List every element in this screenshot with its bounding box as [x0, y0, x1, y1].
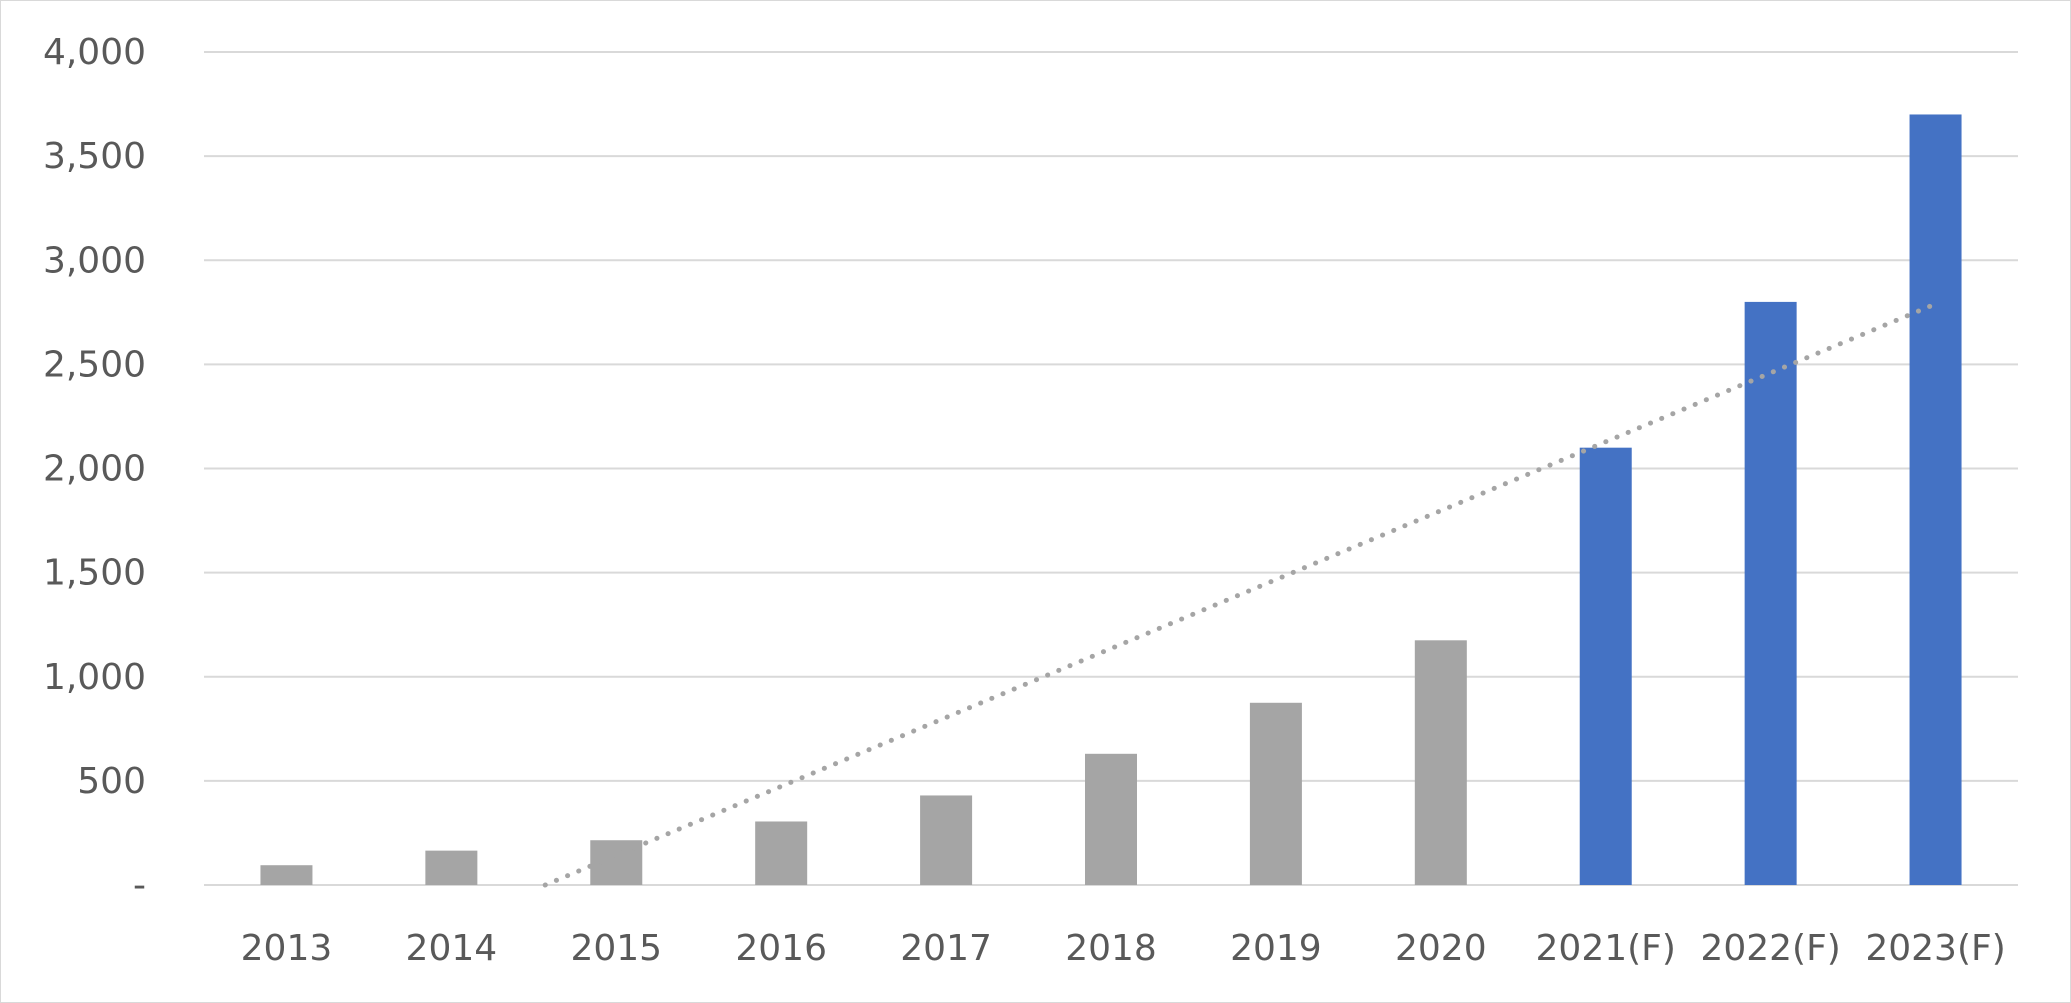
bar-2019	[1249, 702, 1302, 885]
y-tick-label: 3,000	[43, 240, 146, 281]
y-tick-label: 2,000	[43, 449, 146, 490]
y-tick-label: 1,500	[43, 553, 146, 594]
bar-2013	[260, 865, 313, 885]
y-tick-label: 2,500	[43, 344, 146, 385]
y-tick-label: 500	[77, 761, 146, 802]
x-tick-label: 2019	[1230, 928, 1322, 969]
y-axis-tick-labels: - 500 1,000 1,500 2,000 2,500 3,000 3,500 4,000	[43, 32, 146, 906]
bar-2017	[920, 795, 973, 885]
x-tick-label: 2016	[735, 928, 827, 969]
bar-2016	[755, 821, 808, 885]
bar-2014	[425, 850, 478, 885]
trendline	[542, 301, 1939, 888]
trendline-group	[542, 301, 1939, 888]
y-tick-label: 4,000	[43, 32, 146, 73]
gridlines	[204, 51, 2018, 886]
x-tick-label: 2021(F)	[1536, 928, 1676, 969]
x-tick-label: 2020	[1395, 928, 1487, 969]
bar-2021(F)	[1579, 447, 1632, 885]
x-tick-label: 2023(F)	[1865, 928, 2005, 969]
bar-2023(F)	[1909, 114, 1962, 886]
x-tick-label: 2018	[1065, 928, 1157, 969]
x-tick-label: 2013	[241, 928, 333, 969]
bar-2020	[1414, 640, 1467, 885]
y-tick-label: 1,000	[43, 657, 146, 698]
y-tick-label: -	[133, 865, 146, 906]
x-tick-label: 2022(F)	[1700, 928, 1840, 969]
x-tick-label: 2015	[570, 928, 662, 969]
x-axis-tick-labels: 2013 2014 2015 2016 2017 2018 2019 2020 2021(F) 2…	[241, 928, 2006, 969]
bar-2018	[1085, 753, 1137, 885]
y-tick-label: 3,500	[43, 136, 146, 177]
bar-2022(F)	[1744, 301, 1797, 885]
x-tick-label: 2017	[900, 928, 992, 969]
bars	[260, 114, 1962, 886]
x-tick-label: 2014	[406, 928, 498, 969]
